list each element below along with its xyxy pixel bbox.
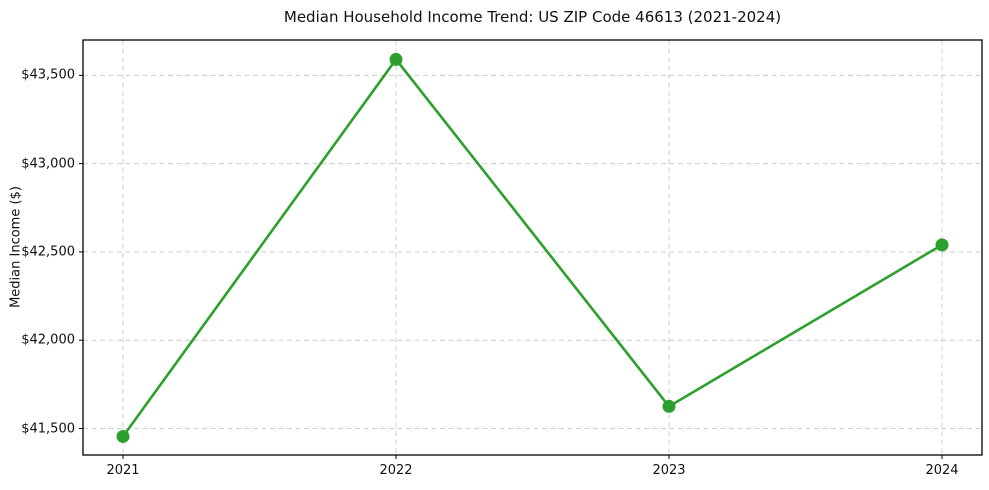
y-tick-label: $43,500 [21, 67, 75, 83]
x-tick-label: 2021 [106, 463, 140, 478]
data-point-marker [662, 399, 676, 413]
chart-title: Median Household Income Trend: US ZIP Co… [283, 8, 782, 26]
data-point-marker [935, 238, 949, 252]
data-point-marker [116, 429, 130, 443]
y-tick-label: $43,000 [21, 156, 75, 172]
x-tick-label: 2022 [379, 463, 413, 478]
x-tick-label: 2023 [652, 463, 686, 478]
trend-line [121, 58, 944, 438]
y-tick-label: $41,500 [21, 421, 75, 436]
plot-box [82, 39, 983, 456]
x-tick-label: 2024 [925, 463, 959, 478]
y-tick-label: $42,000 [21, 332, 75, 348]
data-point-marker [389, 52, 403, 66]
y-tick-label: $42,500 [21, 244, 75, 260]
